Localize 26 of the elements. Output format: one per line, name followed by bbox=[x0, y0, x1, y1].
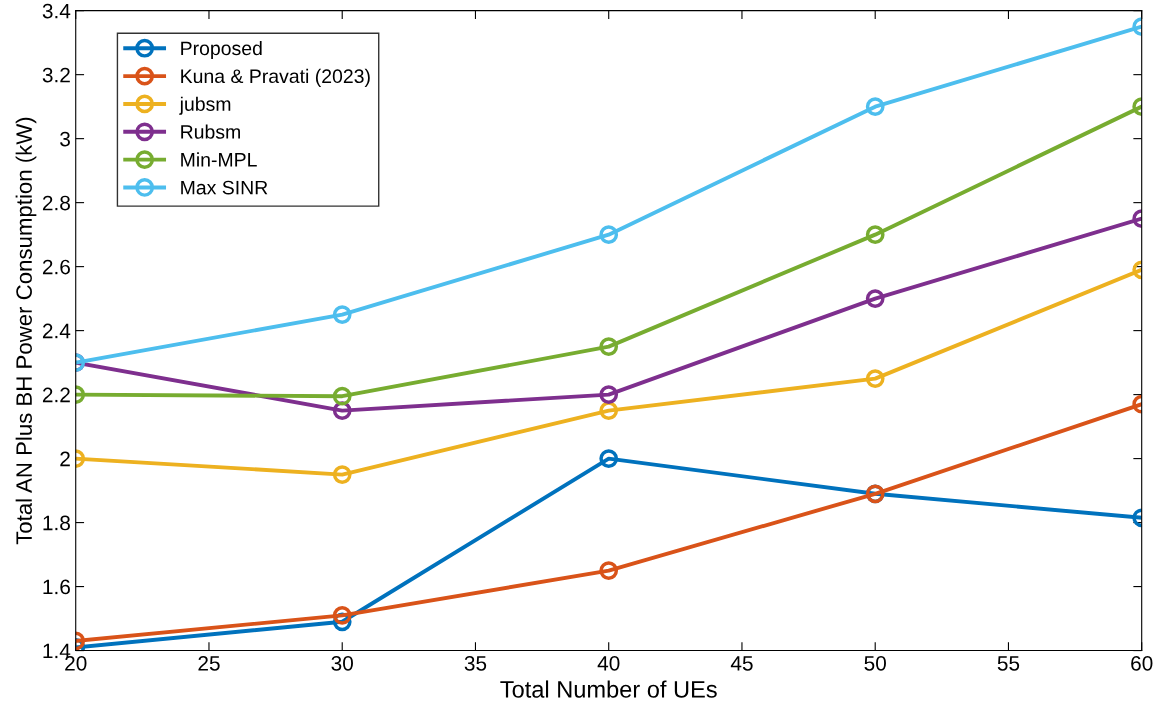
legend-label: Max SINR bbox=[181, 180, 268, 195]
legend-label: Proposed bbox=[181, 40, 262, 60]
x-tick-label: 50 bbox=[864, 655, 886, 671]
legend-label: Kuna & Pravati (2023) bbox=[181, 68, 370, 87]
y-tick-label: 1.6 bbox=[43, 579, 70, 595]
y-tick-label: 2 bbox=[60, 451, 70, 467]
y-tick-label: 3 bbox=[60, 131, 70, 147]
y-tick-label: 1.8 bbox=[43, 515, 70, 531]
x-tick-label: 40 bbox=[597, 655, 620, 671]
x-tick-label: 30 bbox=[331, 655, 353, 671]
x-tick-label: 60 bbox=[1131, 655, 1153, 671]
y-tick-label: 2.2 bbox=[42, 387, 70, 403]
x-tick-label: 45 bbox=[730, 656, 753, 671]
legend-label: Min-MPL bbox=[181, 152, 257, 167]
y-tick-label: 2.6 bbox=[42, 259, 70, 275]
y-tick-label: 2.4 bbox=[42, 323, 71, 339]
x-tick-label: 25 bbox=[198, 655, 220, 671]
y-tick-label: 2.8 bbox=[42, 195, 70, 211]
x-tick-label: 35 bbox=[464, 655, 487, 671]
y-tick-label: 3.4 bbox=[42, 3, 71, 19]
x-tick-label: 55 bbox=[997, 656, 1020, 671]
x-axis-title: Total Number of UEs bbox=[500, 680, 717, 698]
y-tick-label: 3.2 bbox=[42, 67, 70, 83]
legend-label: Rubsm bbox=[181, 124, 240, 139]
y-axis-title: Total AN Plus BH Power Consumption (kW) bbox=[15, 117, 37, 545]
legend-label: jubsm bbox=[179, 96, 231, 115]
